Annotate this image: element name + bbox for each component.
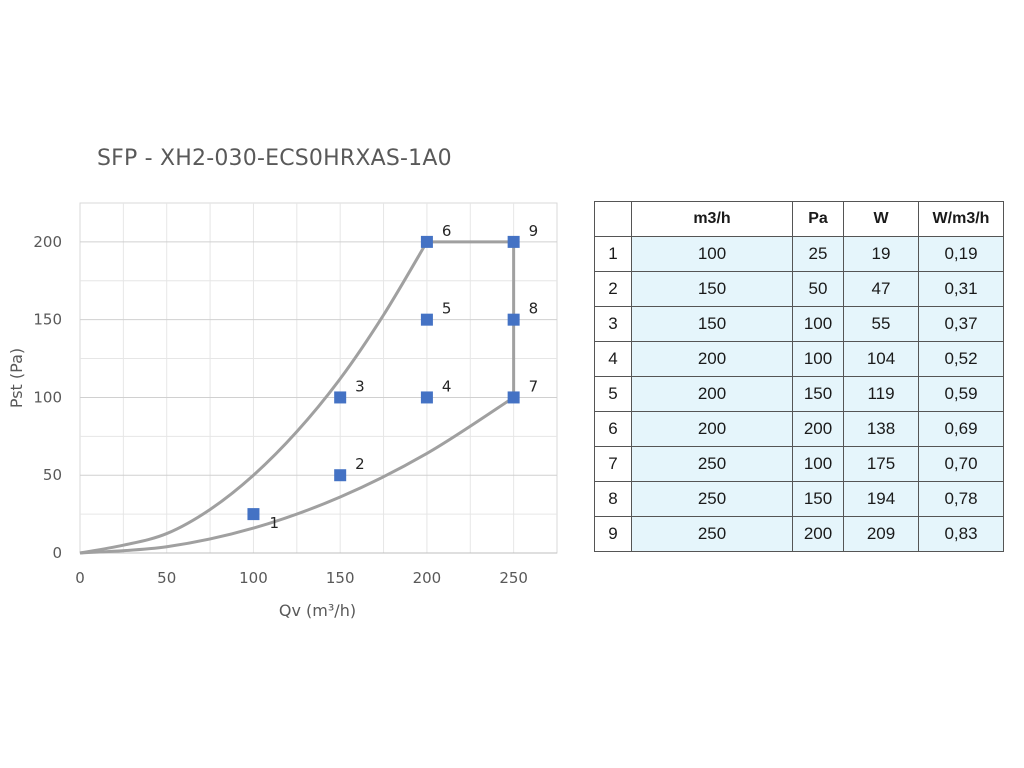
y-tick-label: 200	[33, 233, 62, 251]
table-cell: 200	[631, 376, 793, 412]
table-row: 9 250 200 209 0,83	[594, 516, 1004, 552]
table-cell: 250	[631, 481, 793, 517]
chart-title: SFP - XH2-030-ECS0HRXAS-1A0	[97, 146, 452, 171]
table-cell: 0,78	[918, 481, 1004, 517]
table-cell: 194	[843, 481, 919, 517]
table-cell: 0,37	[918, 306, 1004, 342]
table-row: 3 150 100 55 0,37	[594, 306, 1004, 342]
table-cell: 100	[792, 341, 844, 377]
table-row: 5 200 150 119 0,59	[594, 376, 1004, 412]
table-row: 2 150 50 47 0,31	[594, 271, 1004, 307]
table-cell-index: 7	[594, 446, 632, 482]
x-tick-label: 200	[413, 569, 442, 587]
data-label: 7	[529, 377, 539, 395]
table-cell: 55	[843, 306, 919, 342]
data-point	[420, 313, 433, 326]
x-tick-label: 0	[75, 569, 85, 587]
table-cell: 150	[631, 271, 793, 307]
data-label: 2	[355, 455, 365, 473]
y-tick-label: 50	[43, 466, 62, 484]
table-cell: 47	[843, 271, 919, 307]
y-tick-label: 150	[33, 311, 62, 329]
table-row: 4 200 100 104 0,52	[594, 341, 1004, 377]
data-point	[334, 391, 347, 404]
table-cell-index: 6	[594, 411, 632, 447]
table-header-flow: m3/h	[631, 201, 793, 237]
data-label: 1	[269, 514, 279, 532]
table-cell: 0,70	[918, 446, 1004, 482]
table-cell: 0,19	[918, 236, 1004, 272]
table-cell: 150	[792, 376, 844, 412]
data-point	[507, 235, 520, 248]
table-cell-index: 3	[594, 306, 632, 342]
data-label: 3	[355, 377, 365, 395]
table-row: 6 200 200 138 0,69	[594, 411, 1004, 447]
table-cell: 200	[631, 411, 793, 447]
table-row: 1 100 25 19 0,19	[594, 236, 1004, 272]
table-row: 7 250 100 175 0,70	[594, 446, 1004, 482]
table-cell: 175	[843, 446, 919, 482]
plot-area	[79, 202, 558, 554]
data-point	[247, 508, 260, 521]
table-cell: 0,83	[918, 516, 1004, 552]
table-cell: 200	[631, 341, 793, 377]
table-cell-index: 5	[594, 376, 632, 412]
table-cell: 250	[631, 446, 793, 482]
x-tick-label: 100	[239, 569, 268, 587]
table-header-power: W	[843, 201, 919, 237]
data-point	[507, 313, 520, 326]
y-tick-label: 0	[52, 544, 62, 562]
table-header-pressure: Pa	[792, 201, 844, 237]
data-point	[334, 469, 347, 482]
table-cell: 138	[843, 411, 919, 447]
data-label: 5	[442, 300, 452, 318]
table-header-index	[594, 201, 632, 237]
y-tick-label: 100	[33, 388, 62, 406]
table-cell: 19	[843, 236, 919, 272]
sfp-data-table: m3/h Pa W W/m3/h 1 100 25 19 0,19 2 150 50 47 0,3…	[594, 201, 1004, 552]
table-cell-index: 1	[594, 236, 632, 272]
table-header-row: m3/h Pa W W/m3/h	[594, 201, 1004, 237]
table-cell: 100	[792, 446, 844, 482]
table-cell: 104	[843, 341, 919, 377]
table-cell: 100	[631, 236, 793, 272]
table-cell: 119	[843, 376, 919, 412]
y-axis-title: Pst (Pa)	[7, 348, 26, 408]
data-label: 4	[442, 377, 452, 395]
x-tick-label: 150	[326, 569, 355, 587]
table-row: 8 250 150 194 0,78	[594, 481, 1004, 517]
x-axis-title: Qv (m³/h)	[279, 601, 356, 620]
table-cell-index: 9	[594, 516, 632, 552]
x-tick-label: 250	[499, 569, 528, 587]
table-cell: 0,69	[918, 411, 1004, 447]
table-cell: 25	[792, 236, 844, 272]
data-point	[420, 391, 433, 404]
table-cell: 0,59	[918, 376, 1004, 412]
data-label: 6	[442, 222, 452, 240]
data-point	[507, 391, 520, 404]
table-cell: 0,52	[918, 341, 1004, 377]
table-cell: 50	[792, 271, 844, 307]
x-tick-label: 50	[157, 569, 176, 587]
table-cell: 200	[792, 516, 844, 552]
table-cell: 0,31	[918, 271, 1004, 307]
table-cell-index: 8	[594, 481, 632, 517]
table-cell: 200	[792, 411, 844, 447]
table-header-sfp: W/m3/h	[918, 201, 1004, 237]
table-cell: 209	[843, 516, 919, 552]
table-cell: 250	[631, 516, 793, 552]
table-cell: 150	[631, 306, 793, 342]
data-label: 9	[529, 222, 539, 240]
table-cell-index: 2	[594, 271, 632, 307]
table-cell-index: 4	[594, 341, 632, 377]
series-curve	[79, 241, 429, 555]
table-cell: 150	[792, 481, 844, 517]
table-cell: 100	[792, 306, 844, 342]
series-curve	[79, 396, 515, 555]
data-point	[420, 235, 433, 248]
data-label: 8	[529, 300, 539, 318]
